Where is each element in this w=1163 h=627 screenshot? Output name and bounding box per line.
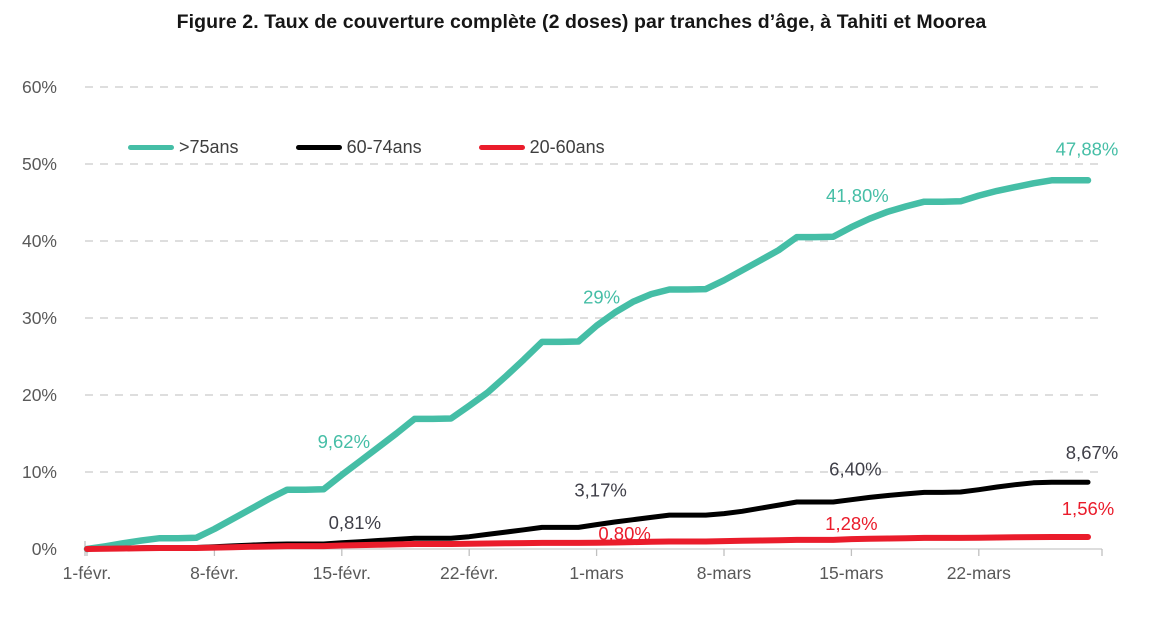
legend-label: 20-60ans: [529, 137, 605, 157]
legend-label: 60-74ans: [346, 137, 422, 157]
x-tick-label: 1-mars: [569, 563, 624, 583]
y-tick-label: 40%: [22, 231, 57, 251]
data-label-20-60ans-1-56: 1,56%: [1062, 498, 1114, 519]
data-label-75ans-41-80: 41,80%: [826, 185, 889, 206]
legend-item-60-74ans: 60-74ans: [295, 135, 422, 159]
x-tick-label: 22-févr.: [440, 563, 498, 583]
data-label-60-74ans-3-17: 3,17%: [574, 480, 626, 501]
y-tick-label: 0%: [32, 539, 57, 559]
y-tick-label: 10%: [22, 462, 57, 482]
figure-title: Figure 2. Taux de couverture complète (2…: [176, 11, 987, 33]
legend-swatch-icon: [128, 144, 174, 150]
x-tick-label: 15-mars: [819, 563, 883, 583]
data-label-60-74ans-6-40: 6,40%: [829, 459, 881, 480]
y-tick-label: 20%: [22, 385, 57, 405]
legend-label: >75ans: [179, 137, 239, 157]
chart-legend: >75ans 60-74ans 20-60ans: [128, 135, 605, 159]
data-label-20-60ans-1-28: 1,28%: [825, 513, 877, 534]
legend-item-20-60ans: 20-60ans: [478, 135, 605, 159]
data-label-60-74ans-8-67: 8,67%: [1066, 442, 1118, 463]
x-tick-label: 1-févr.: [63, 563, 112, 583]
x-tick-label: 8-mars: [697, 563, 752, 583]
legend-swatch-icon: [478, 144, 525, 150]
data-label-75ans-29: 29%: [583, 287, 620, 308]
data-label-60-74ans-0-81: 0,81%: [329, 512, 381, 533]
series-line-75ans: [83, 177, 1092, 553]
y-tick-label: 30%: [22, 308, 57, 328]
x-tick-label: 8-févr.: [190, 563, 239, 583]
series-line-20-60ans: [84, 534, 1091, 552]
data-label-75ans-9-62: 9,62%: [318, 431, 370, 452]
y-tick-label: 60%: [22, 77, 57, 97]
data-label-75ans-47-88: 47,88%: [1056, 138, 1119, 159]
legend-swatch-icon: [295, 144, 342, 150]
legend-item-75ans: >75ans: [128, 135, 239, 159]
data-label-20-60ans-0-80: 0,80%: [598, 523, 650, 544]
y-tick-label: 50%: [22, 154, 57, 174]
x-tick-label: 22-mars: [947, 563, 1011, 583]
x-tick-label: 15-févr.: [313, 563, 371, 583]
